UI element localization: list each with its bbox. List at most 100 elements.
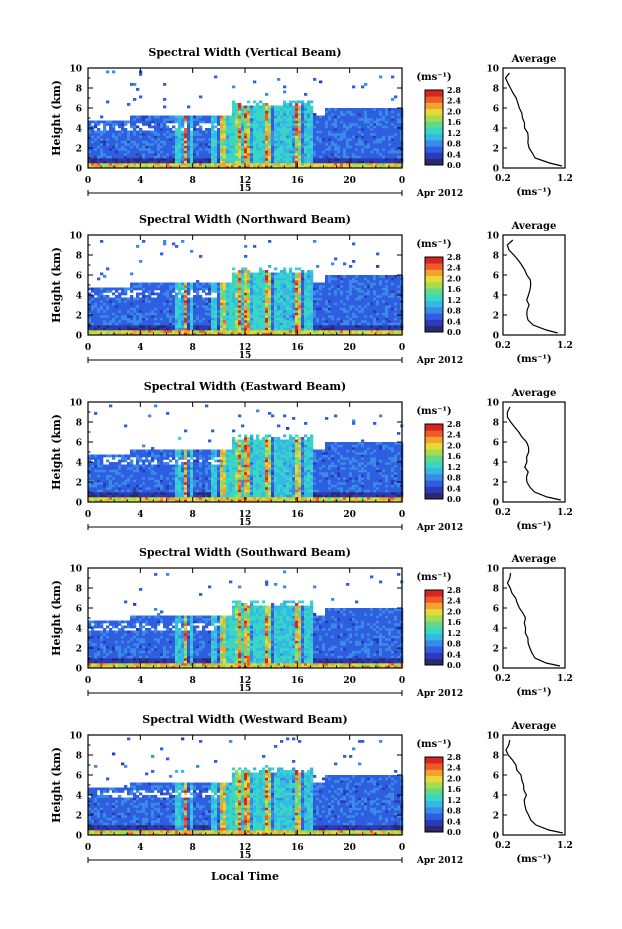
heatmap-cell <box>199 302 203 306</box>
heatmap-cell <box>334 322 338 326</box>
heatmap-cell <box>355 302 359 306</box>
heatmap-cell <box>289 163 293 166</box>
heatmap-cell <box>127 327 131 331</box>
heatmap-cell <box>394 108 398 111</box>
heatmap-cell <box>337 130 341 134</box>
heatmap-cell <box>256 153 260 156</box>
heatmap-cell <box>379 145 383 149</box>
heatmap-cell <box>154 143 158 146</box>
heatmap-cell <box>289 270 293 273</box>
heatmap-cell <box>301 103 305 106</box>
heatmap-cell <box>157 320 161 323</box>
heatmap-cell <box>310 327 314 331</box>
heatmap-cell <box>202 150 206 154</box>
heatmap-cell <box>298 275 302 278</box>
heatmap-cell <box>301 165 305 169</box>
heatmap-cell <box>109 155 113 159</box>
heatmap-cell <box>94 130 98 134</box>
heatmap-cell <box>313 305 317 308</box>
heatmap-cell <box>268 150 272 154</box>
heatmap-cell <box>397 140 401 144</box>
heatmap-cell <box>190 330 194 333</box>
heatmap-cell <box>199 332 203 336</box>
heatmap-cell <box>280 130 284 134</box>
heatmap-cell <box>163 83 167 86</box>
heatmap-cell <box>232 85 236 89</box>
heatmap-cell <box>361 110 365 114</box>
heatmap-cell <box>343 285 347 288</box>
heatmap-cell <box>334 287 338 291</box>
heatmap-cell <box>265 108 269 111</box>
heatmap-cell <box>322 327 326 331</box>
heatmap-cell <box>298 280 302 283</box>
heatmap-cell <box>346 138 350 141</box>
heatmap-cell <box>187 150 191 154</box>
heatmap-cell <box>391 315 395 318</box>
heatmap-cell <box>355 315 359 318</box>
heatmap-cell <box>259 123 263 126</box>
heatmap-cell <box>121 148 125 151</box>
heatmap-cell <box>163 165 167 169</box>
heatmap-cell <box>343 295 347 298</box>
heatmap-cell <box>322 145 326 149</box>
colorbar-segment <box>425 115 443 122</box>
heatmap-cell <box>97 307 101 311</box>
heatmap-cell <box>343 110 347 114</box>
heatmap-cell <box>319 138 323 141</box>
heatmap-cell <box>376 128 380 131</box>
heatmap-cell <box>154 310 158 313</box>
heatmap-cell <box>373 115 377 119</box>
heatmap-cell <box>94 143 98 146</box>
heatmap-cell <box>202 145 206 149</box>
heatmap-cell <box>343 327 347 331</box>
heatmap-cell <box>304 302 308 306</box>
heatmap-cell <box>277 138 281 141</box>
heatmap-cell <box>130 302 134 306</box>
heatmap-cell <box>256 317 260 321</box>
heatmap-cell <box>217 317 221 321</box>
heatmap-cell <box>217 155 221 159</box>
heatmap-cell <box>250 115 254 119</box>
heatmap-cell <box>166 317 170 321</box>
heatmap-cell <box>379 130 383 134</box>
heatmap-cell <box>208 310 212 313</box>
heatmap-cell <box>241 267 245 271</box>
heatmap-cell <box>388 148 392 151</box>
heatmap-cell <box>106 148 110 151</box>
heatmap-cell <box>136 160 140 164</box>
heatmap-cell <box>322 290 326 293</box>
heatmap-cell <box>223 130 227 134</box>
heatmap-cell <box>130 315 134 318</box>
heatmap-cell <box>121 150 125 154</box>
heatmap-cell <box>376 297 380 301</box>
heatmap-cell <box>370 165 374 169</box>
heatmap-cell <box>145 145 149 149</box>
heatmap-cell <box>331 275 335 278</box>
heatmap-cell <box>109 287 113 291</box>
heatmap-cell <box>118 287 122 291</box>
heatmap-cell <box>325 305 329 308</box>
heatmap-cell <box>328 312 332 316</box>
heatmap-cell <box>250 148 254 151</box>
heatmap-cell <box>352 158 356 161</box>
heatmap-cell <box>88 312 92 316</box>
heatmap-cell <box>142 148 146 151</box>
y-tick-label: 10 <box>69 65 82 75</box>
heatmap-cell <box>295 125 299 129</box>
heatmap-cell <box>163 290 167 293</box>
heatmap-cell <box>385 282 389 286</box>
heatmap-cell <box>196 327 200 331</box>
heatmap-cell <box>349 138 353 141</box>
heatmap-cell <box>364 123 368 126</box>
heatmap-cell <box>310 270 314 273</box>
heatmap-cell <box>382 138 386 141</box>
heatmap-cell <box>130 135 134 139</box>
heatmap-cell <box>160 312 164 316</box>
heatmap-cell <box>256 310 260 313</box>
heatmap-cell <box>370 113 374 116</box>
heatmap-cell <box>247 275 251 278</box>
heatmap-cell <box>118 165 122 169</box>
heatmap-cell <box>253 292 257 296</box>
heatmap-cell <box>154 315 158 318</box>
heatmap-cell <box>256 290 260 293</box>
